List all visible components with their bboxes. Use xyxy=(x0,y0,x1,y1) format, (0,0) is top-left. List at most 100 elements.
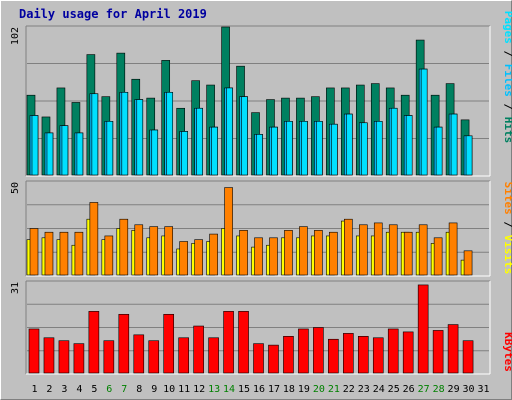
bar-kbytes xyxy=(357,336,369,374)
x-tick-label: 11 xyxy=(178,384,190,395)
bar-sites xyxy=(119,218,129,276)
x-tick-label: 16 xyxy=(253,384,265,395)
bar-pages xyxy=(465,135,473,176)
bar-pages xyxy=(331,123,338,176)
bar-kbytes xyxy=(343,333,354,374)
legend-sites-visits: Sites / Visits xyxy=(502,182,512,275)
x-tick-label: 28 xyxy=(433,384,445,395)
bar-kbytes xyxy=(118,313,130,374)
bar-kbytes xyxy=(193,325,204,374)
bar-kbytes xyxy=(283,336,294,374)
x-tick-label: 5 xyxy=(91,384,97,395)
bar-pages xyxy=(106,121,114,176)
legend-separator: / xyxy=(502,215,512,235)
x-tick-label: 7 xyxy=(121,384,127,395)
bar-pages xyxy=(420,68,428,176)
bar-pages xyxy=(61,125,69,176)
x-tick-label: 2 xyxy=(46,384,52,395)
bar-pages xyxy=(166,91,174,176)
bar-kbytes xyxy=(163,313,175,374)
bar-kbytes xyxy=(178,337,189,374)
bar-pages xyxy=(46,132,54,176)
bar-sites xyxy=(179,241,188,276)
bar-kbytes xyxy=(238,311,249,374)
bar-sites xyxy=(149,226,159,276)
bar-pages xyxy=(121,91,129,176)
bar-sites xyxy=(433,237,443,276)
bar-pages xyxy=(405,115,413,176)
bar-kbytes xyxy=(223,311,234,374)
x-tick-label: 27 xyxy=(418,384,430,395)
bar-kbytes xyxy=(372,337,384,374)
legend-entry: Sites xyxy=(502,182,512,215)
bar-kbytes xyxy=(103,340,115,374)
bar-kbytes xyxy=(402,331,414,374)
bar-sites xyxy=(194,239,203,276)
bar-pages xyxy=(390,107,398,176)
x-tick-label: 9 xyxy=(151,384,157,395)
bar-pages xyxy=(226,87,233,176)
bar-sites xyxy=(358,224,368,276)
bar-pages xyxy=(435,126,443,176)
bar-kbytes xyxy=(328,338,339,374)
x-tick-label: 13 xyxy=(208,384,220,395)
bar-pages xyxy=(31,115,39,176)
bar-pages xyxy=(316,121,323,176)
bar-sites xyxy=(388,224,398,276)
bar-pages xyxy=(360,122,368,176)
bar-sites xyxy=(74,231,84,276)
x-tick-label: 30 xyxy=(463,384,475,395)
bar-sites xyxy=(314,230,323,276)
bar-pages xyxy=(196,107,203,176)
x-tick-label: 26 xyxy=(403,384,415,395)
y-max-label: 31 xyxy=(10,282,21,294)
y-max-label: 102 xyxy=(10,27,21,45)
bar-sites xyxy=(89,202,99,276)
x-tick-label: 25 xyxy=(388,384,400,395)
x-tick-label: 4 xyxy=(76,384,82,395)
bar-kbytes xyxy=(208,337,219,374)
bar-sites xyxy=(134,224,144,276)
x-tick-label: 19 xyxy=(298,384,310,395)
x-tick-label: 12 xyxy=(193,384,205,395)
legend-entry: Pages xyxy=(502,11,512,44)
bar-pages xyxy=(271,126,278,176)
bar-sites xyxy=(239,230,248,276)
y-max-label: 50 xyxy=(10,182,21,194)
bar-sites xyxy=(59,231,69,276)
bar-pages xyxy=(76,132,84,176)
bar-pages xyxy=(256,134,263,176)
x-tick-label: 21 xyxy=(328,384,340,395)
x-tick-label: 14 xyxy=(223,384,235,395)
bar-pages xyxy=(211,126,218,176)
bar-sites xyxy=(224,187,233,276)
bar-sites xyxy=(344,218,353,276)
bar-sites xyxy=(418,224,428,276)
x-tick-label: 24 xyxy=(373,384,385,395)
bar-sites xyxy=(463,250,473,276)
bar-sites xyxy=(164,226,174,276)
bar-kbytes xyxy=(28,328,40,374)
bar-kbytes xyxy=(447,324,459,374)
legend-separator: / xyxy=(502,44,512,64)
bar-pages xyxy=(301,121,308,176)
bar-kbytes xyxy=(387,328,399,374)
bar-sites xyxy=(329,231,338,276)
bar-kbytes xyxy=(133,334,145,374)
x-tick-label: 22 xyxy=(343,384,355,395)
x-tick-label: 6 xyxy=(106,384,112,395)
legend-entry: KBytes xyxy=(502,332,512,372)
bar-pages xyxy=(151,129,159,176)
bar-pages xyxy=(136,99,144,176)
bar-pages xyxy=(181,131,188,176)
bar-sites xyxy=(104,235,114,276)
legend-entry: Hits xyxy=(502,117,512,144)
legend-entry: Files xyxy=(502,64,512,97)
bar-sites xyxy=(44,231,54,276)
x-tick-label: 29 xyxy=(448,384,460,395)
x-tick-label: 3 xyxy=(61,384,67,395)
legend-entry: Visits xyxy=(502,235,512,275)
bar-pages xyxy=(450,113,458,176)
bar-sites xyxy=(299,226,308,276)
